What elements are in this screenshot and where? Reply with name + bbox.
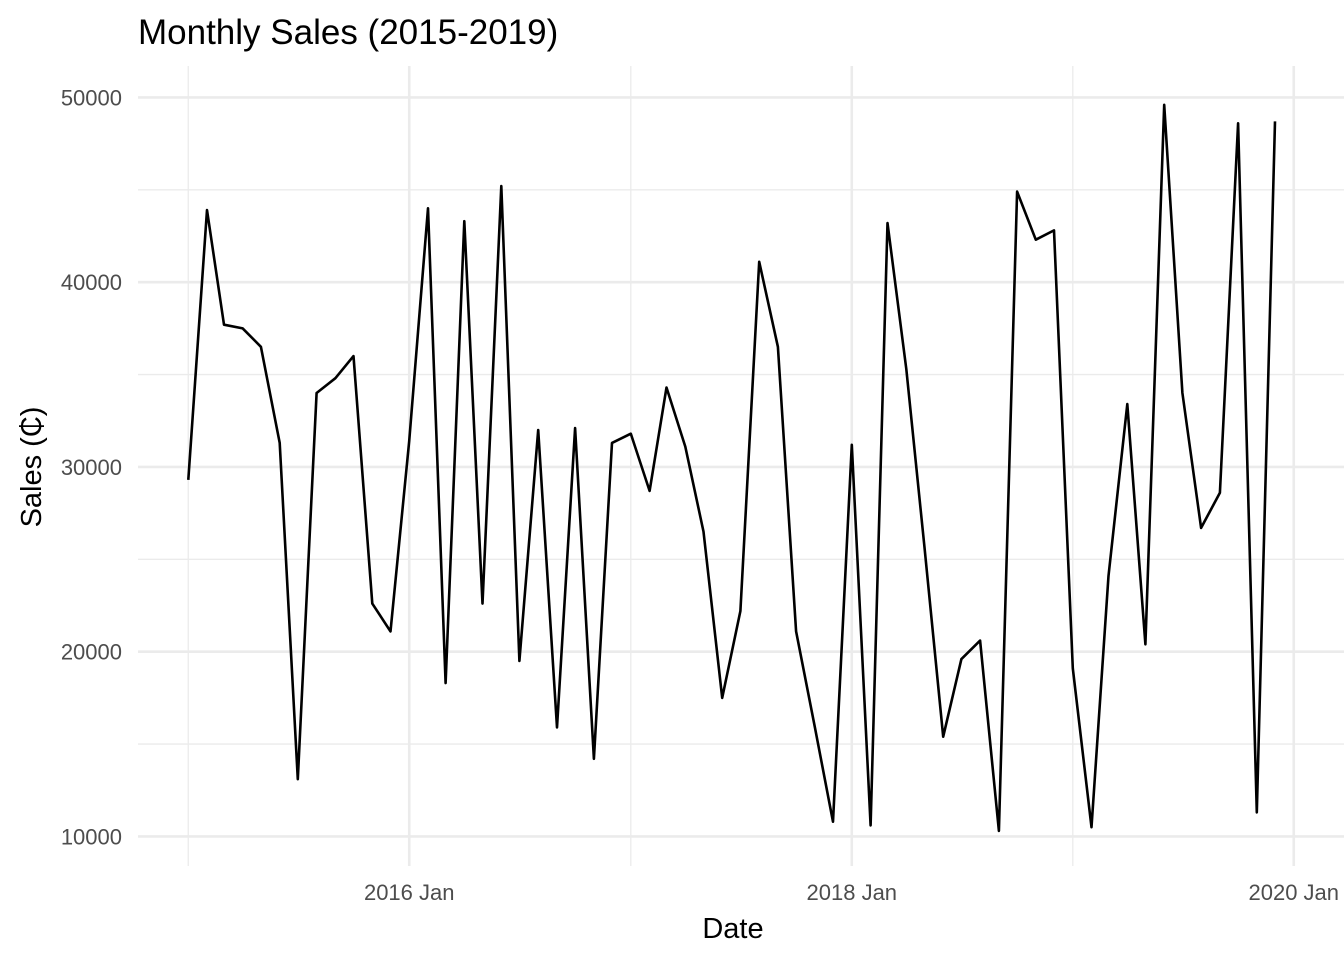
y-tick-label: 10000 <box>61 824 122 849</box>
y-tick-label: 50000 <box>61 85 122 110</box>
x-axis-label: Date <box>702 913 763 945</box>
y-tick-label: 20000 <box>61 640 122 665</box>
x-tick-label: 2020 Jan <box>1248 880 1339 905</box>
chart-title: Monthly Sales (2015-2019) <box>138 13 558 52</box>
sales-series-line <box>187 103 1277 833</box>
y-tick-label: 30000 <box>61 455 122 480</box>
x-tick-label: 2016 Jan <box>364 880 455 905</box>
major-gridlines <box>138 66 1344 866</box>
x-axis-ticks: 2016 Jan 2018 Jan 2020 Jan <box>364 880 1339 905</box>
x-tick-label: 2018 Jan <box>807 880 898 905</box>
y-axis-label: Sales (₵) <box>16 407 48 528</box>
y-tick-label: 40000 <box>61 270 122 295</box>
y-axis-ticks: 10000 20000 30000 40000 50000 <box>61 85 122 849</box>
